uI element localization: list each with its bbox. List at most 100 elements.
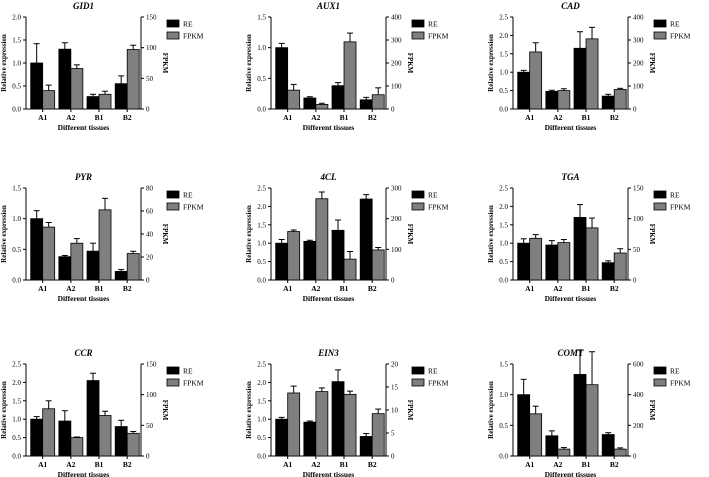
x-tick-label: A2 bbox=[311, 113, 320, 122]
chart-title: 4CL bbox=[319, 172, 337, 182]
panel-gid1: GID1 0.0 0.5 1.0 1.5 2.0 0 50 100 150 Relative exp… bbox=[0, 1, 204, 132]
bar-re-a2 bbox=[58, 420, 72, 457]
bar-re-b2 bbox=[601, 434, 615, 457]
bar-re-a1 bbox=[30, 418, 44, 457]
legend-label-fpkm: FPKM bbox=[183, 379, 204, 388]
legend-label-re: RE bbox=[670, 367, 680, 376]
left-tick-label: 1.0 bbox=[257, 240, 266, 248]
bar-re-b1 bbox=[86, 250, 100, 281]
x-tick-label: B1 bbox=[582, 460, 591, 469]
chart-title: AUX1 bbox=[316, 1, 340, 11]
bar-fpkm-b1 bbox=[98, 415, 112, 457]
bar-re-a2 bbox=[303, 240, 317, 281]
left-tick-label: 1.5 bbox=[257, 221, 266, 229]
x-tick-label: A1 bbox=[38, 113, 47, 122]
left-tick-label: 0.5 bbox=[499, 422, 508, 430]
x-tick-label: B2 bbox=[123, 284, 132, 293]
x-tick-label: B2 bbox=[368, 284, 377, 293]
bar-re-a1 bbox=[517, 71, 531, 110]
right-tick-label: 0 bbox=[146, 277, 150, 285]
legend-label-re: RE bbox=[428, 20, 438, 29]
legend-swatch-fpkm bbox=[166, 31, 180, 40]
right-tick-label: 0 bbox=[633, 277, 637, 285]
bar-re-b2 bbox=[114, 426, 128, 457]
y-axis-title-right: FPKM bbox=[648, 53, 656, 74]
x-tick-label: A2 bbox=[311, 284, 320, 293]
x-tick-label: A1 bbox=[283, 460, 292, 469]
bar-fpkm-b2 bbox=[126, 49, 140, 110]
right-tick-label: 0 bbox=[633, 106, 637, 114]
y-axis-title-left: Relative expression bbox=[245, 205, 253, 263]
bar-fpkm-a2 bbox=[557, 242, 571, 281]
x-tick-label: A1 bbox=[525, 460, 534, 469]
bar-fpkm-b1 bbox=[585, 38, 599, 110]
panel-pyr: PYR 0.0 0.5 1.0 1.5 0 20 40 60 80 Relative express… bbox=[0, 172, 204, 303]
legend-swatch-fpkm bbox=[411, 378, 425, 387]
left-tick-label: 2.5 bbox=[499, 185, 508, 193]
bar-fpkm-a1 bbox=[529, 237, 543, 281]
bar-fpkm-a2 bbox=[315, 391, 329, 457]
legend-swatch-re bbox=[166, 366, 180, 375]
legend-label-re: RE bbox=[183, 20, 193, 29]
bar-re-a1 bbox=[275, 242, 289, 281]
right-tick-label: 15 bbox=[391, 384, 399, 392]
bar-fpkm-a2 bbox=[70, 242, 84, 281]
left-tick-label: 1.5 bbox=[12, 185, 21, 193]
x-axis-title: Different tissues bbox=[545, 294, 597, 303]
x-axis-title: Different tissues bbox=[58, 123, 110, 132]
bar-fpkm-b2 bbox=[126, 432, 140, 457]
left-tick-label: 0.5 bbox=[257, 434, 266, 442]
y-axis-title-right: FPKM bbox=[161, 400, 169, 421]
panel-comt: COMT 0.0 0.5 1.0 1.5 0 200 400 600 Relative expre… bbox=[487, 348, 691, 477]
left-tick-label: 1.5 bbox=[499, 50, 508, 58]
panel-cad: CAD 0.0 0.5 1.0 1.5 2.0 2.5 0 100 200 300 400 Relati… bbox=[487, 1, 691, 132]
x-axis-title: Different tissues bbox=[58, 294, 110, 303]
left-tick-label: 0.0 bbox=[257, 106, 266, 114]
legend-swatch-fpkm bbox=[166, 202, 180, 211]
right-tick-label: 300 bbox=[391, 37, 402, 45]
left-tick-label: 1.5 bbox=[257, 397, 266, 405]
chart-title: PYR bbox=[75, 172, 92, 182]
right-tick-label: 80 bbox=[146, 185, 154, 193]
x-tick-label: B2 bbox=[368, 460, 377, 469]
bar-re-a2 bbox=[545, 244, 559, 281]
y-axis-title-right: FPKM bbox=[406, 53, 414, 74]
left-tick-label: 1.0 bbox=[12, 60, 21, 68]
bar-re-a1 bbox=[275, 418, 289, 457]
legend-swatch-re bbox=[653, 19, 667, 28]
legend-label-re: RE bbox=[670, 191, 680, 200]
bar-fpkm-a1 bbox=[287, 392, 301, 457]
bar-fpkm-b1 bbox=[585, 227, 599, 281]
left-tick-label: 0.5 bbox=[499, 258, 508, 266]
right-tick-label: 600 bbox=[633, 361, 644, 369]
x-tick-label: A2 bbox=[66, 284, 75, 293]
left-tick-label: 0.0 bbox=[499, 106, 508, 114]
right-tick-label: 100 bbox=[391, 83, 402, 91]
left-tick-label: 0.5 bbox=[257, 258, 266, 266]
x-tick-label: A2 bbox=[553, 284, 562, 293]
legend-label-re: RE bbox=[428, 367, 438, 376]
bar-fpkm-b1 bbox=[98, 93, 112, 110]
bar-fpkm-b2 bbox=[371, 249, 385, 281]
right-tick-label: 100 bbox=[391, 246, 402, 254]
bar-fpkm-a1 bbox=[529, 51, 543, 110]
chart-title: CCR bbox=[74, 348, 92, 358]
x-tick-label: B1 bbox=[340, 113, 349, 122]
bar-re-a1 bbox=[517, 394, 531, 457]
left-tick-label: 2.5 bbox=[257, 185, 266, 193]
x-axis-title: Different tissues bbox=[545, 470, 597, 477]
left-tick-label: 0.5 bbox=[499, 87, 508, 95]
x-tick-label: A1 bbox=[525, 284, 534, 293]
bar-re-b2 bbox=[359, 198, 373, 281]
legend-swatch-fpkm bbox=[166, 378, 180, 387]
x-tick-label: B2 bbox=[610, 113, 619, 122]
legend-label-fpkm: FPKM bbox=[183, 32, 204, 41]
left-tick-label: 2.5 bbox=[257, 361, 266, 369]
right-tick-label: 200 bbox=[391, 60, 402, 68]
left-tick-label: 1.0 bbox=[12, 215, 21, 223]
legend-label-re: RE bbox=[183, 367, 193, 376]
bar-re-b1 bbox=[331, 85, 345, 110]
legend-swatch-fpkm bbox=[411, 31, 425, 40]
bar-fpkm-b2 bbox=[613, 448, 627, 457]
